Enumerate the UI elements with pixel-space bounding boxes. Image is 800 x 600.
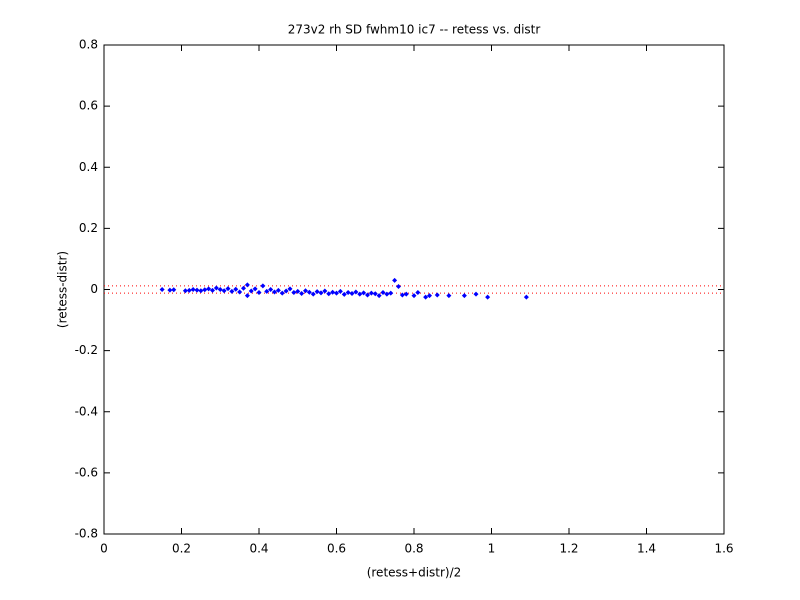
point xyxy=(264,288,270,294)
point xyxy=(221,288,227,294)
x-tick-label: 0 xyxy=(100,542,108,556)
point xyxy=(186,287,192,293)
point xyxy=(427,293,432,299)
point xyxy=(206,286,212,292)
point xyxy=(225,286,231,292)
point xyxy=(299,290,305,296)
y-tick-label: 0.2 xyxy=(79,221,98,235)
point xyxy=(303,288,308,294)
point xyxy=(310,291,316,297)
point xyxy=(392,277,398,283)
x-tick-label: 0.8 xyxy=(404,542,423,556)
y-tick-label: 0.6 xyxy=(79,99,98,113)
point xyxy=(244,293,250,299)
point xyxy=(368,290,374,296)
point xyxy=(330,289,336,295)
x-axis-label: (retess+distr)/2 xyxy=(367,566,462,580)
point xyxy=(241,285,246,291)
point xyxy=(198,288,204,294)
point xyxy=(314,289,320,295)
point xyxy=(272,289,277,295)
point xyxy=(434,292,440,298)
point xyxy=(461,293,467,299)
point xyxy=(252,286,258,292)
point xyxy=(171,287,177,293)
x-tick-label: 0.2 xyxy=(172,542,191,556)
point xyxy=(349,290,355,296)
point xyxy=(365,292,370,298)
y-tick-label: 0 xyxy=(90,282,98,296)
chart-title: 273v2 rh SD fwhm10 ic7 -- retess vs. dis… xyxy=(288,23,541,37)
point xyxy=(202,287,208,293)
y-tick-label: -0.2 xyxy=(75,343,98,357)
point xyxy=(341,291,347,297)
point xyxy=(380,290,386,296)
point xyxy=(396,283,401,289)
y-tick-label: -0.6 xyxy=(75,465,98,479)
point xyxy=(237,289,243,295)
point xyxy=(384,291,390,297)
y-tick-label: -0.4 xyxy=(75,404,98,418)
point xyxy=(217,287,223,292)
point xyxy=(485,294,491,300)
point xyxy=(287,286,293,292)
point xyxy=(229,288,235,294)
point xyxy=(361,290,367,296)
point xyxy=(210,287,215,293)
point xyxy=(248,288,254,294)
point xyxy=(357,291,363,297)
point xyxy=(275,287,281,293)
point xyxy=(334,290,339,296)
point xyxy=(326,291,332,297)
point xyxy=(291,290,297,296)
point xyxy=(233,286,239,292)
point xyxy=(182,288,188,294)
point xyxy=(372,291,378,297)
point xyxy=(345,290,351,296)
point xyxy=(268,287,274,292)
point xyxy=(411,293,417,299)
y-axis-label: (retess-distr) xyxy=(56,251,70,328)
x-tick-label: 1.4 xyxy=(637,542,656,556)
point xyxy=(256,290,262,296)
point xyxy=(279,290,285,296)
y-tick-label: 0.8 xyxy=(79,38,98,52)
point xyxy=(190,287,196,292)
y-tick-label: 0.4 xyxy=(79,160,98,174)
point xyxy=(388,290,394,296)
point xyxy=(403,291,409,297)
y-tick-label: -0.8 xyxy=(75,527,98,541)
x-tick-label: 0.4 xyxy=(249,542,268,556)
point xyxy=(523,294,529,300)
point xyxy=(376,293,382,299)
point xyxy=(194,287,200,293)
point xyxy=(295,288,301,294)
point xyxy=(260,283,266,289)
point xyxy=(244,282,250,288)
point xyxy=(167,287,173,293)
x-tick-label: 1.6 xyxy=(714,542,733,556)
point xyxy=(353,289,359,295)
point xyxy=(399,292,405,298)
point xyxy=(473,291,479,297)
point xyxy=(283,288,289,294)
point xyxy=(159,287,165,292)
x-tick-label: 1 xyxy=(488,542,496,556)
point xyxy=(322,288,328,294)
point xyxy=(306,289,312,295)
point xyxy=(213,285,219,291)
point xyxy=(337,288,343,294)
x-tick-label: 1.2 xyxy=(559,542,578,556)
x-tick-label: 0.6 xyxy=(327,542,346,556)
point xyxy=(446,293,452,299)
point xyxy=(415,290,421,296)
point xyxy=(423,294,429,300)
point xyxy=(318,290,324,296)
